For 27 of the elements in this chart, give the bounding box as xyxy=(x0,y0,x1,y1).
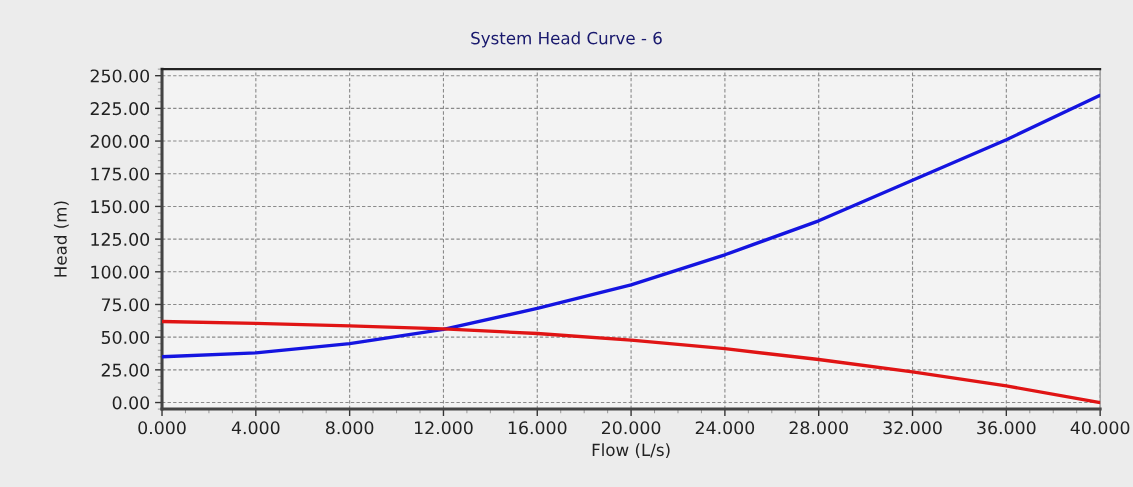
y-tick-label: 150.00 xyxy=(91,200,150,214)
x-tick-label: 8.000 xyxy=(325,421,374,435)
y-tick-label: 50.00 xyxy=(101,330,150,345)
y-tick-label: 75.00 xyxy=(101,298,150,312)
x-tick-label: 16.000 xyxy=(508,421,567,435)
y-tick-label: 200.00 xyxy=(90,134,150,148)
x-tick-label: 32.000 xyxy=(883,421,942,435)
y-tick-label: 25.00 xyxy=(101,363,150,377)
y-tick-label: 125.00 xyxy=(91,232,150,246)
x-tick-label: 20.000 xyxy=(601,421,661,435)
chart-title: System Head Curve - 6 xyxy=(471,31,662,48)
y-tick-label: 175.00 xyxy=(91,167,150,181)
x-tick-label: 36.000 xyxy=(977,421,1036,435)
y-tick-label: 100.00 xyxy=(91,265,150,279)
y-tick-label: 225.00 xyxy=(90,102,150,116)
line-series xyxy=(162,93,1101,359)
x-tick-label: 24.000 xyxy=(695,421,755,435)
y-tick-label: 250.00 xyxy=(90,69,150,83)
x-tick-label: 0.000 xyxy=(138,421,186,435)
y-tick-label: 0.00 xyxy=(112,396,150,410)
y-axis-title: Head (m) xyxy=(53,201,69,277)
x-axis-title: Flow (L/s) xyxy=(592,443,670,459)
x-tick-label: 4.000 xyxy=(231,421,280,435)
x-tick-label: 12.000 xyxy=(414,421,473,435)
x-tick-label: 40.000 xyxy=(1070,421,1130,435)
line-series xyxy=(162,319,1101,405)
x-tick-label: 28.000 xyxy=(789,421,848,435)
